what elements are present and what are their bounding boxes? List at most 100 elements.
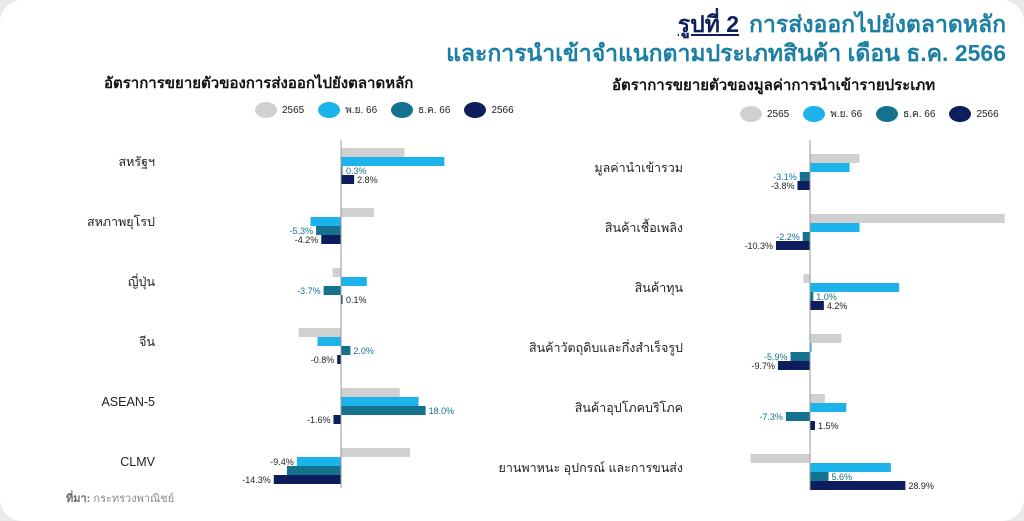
bar [286, 466, 341, 475]
data-label: 0.1% [346, 295, 367, 305]
legend-swatch [464, 102, 487, 118]
bar [810, 394, 825, 403]
data-label: -3.7% [297, 286, 321, 296]
legend-item: พ.ย. 66 [318, 102, 377, 118]
bar [810, 301, 824, 310]
legend-item: ธ.ค. 66 [391, 102, 450, 118]
data-label: -2.2% [776, 232, 800, 242]
bar [750, 454, 810, 463]
bar [777, 361, 810, 370]
bar [323, 286, 341, 295]
bar [799, 172, 810, 181]
bar [321, 235, 341, 244]
bar [310, 217, 341, 226]
legend-swatch [803, 106, 826, 122]
legend-swatch [949, 106, 972, 122]
bar [810, 163, 850, 172]
bar [341, 208, 374, 217]
data-label: 5.6% [831, 472, 852, 482]
bar [797, 181, 810, 190]
data-label: -5.3% [290, 226, 314, 236]
bar [273, 475, 341, 484]
data-label: -14.3% [242, 475, 271, 485]
data-label: 1.0% [816, 292, 837, 302]
category-label: ญี่ปุ่น [128, 273, 156, 290]
figure-title-line-1: การส่งออกไปยังตลาดหลัก [749, 11, 1006, 37]
bar [337, 355, 341, 364]
bar [341, 406, 426, 415]
legend-item: ธ.ค. 66 [876, 106, 935, 122]
data-label: 1.5% [818, 421, 839, 431]
source-label: ที่มา: [66, 493, 91, 505]
legend-item: 2565 [740, 106, 789, 122]
category-label: มูลค่านำเข้ารวม [594, 161, 683, 176]
legend-label: 2566 [491, 104, 514, 116]
bar [790, 352, 810, 361]
bar [810, 154, 860, 163]
bar [341, 397, 419, 406]
bar [810, 343, 812, 352]
legend-swatch [318, 102, 341, 118]
bar [802, 232, 810, 241]
bar [333, 415, 341, 424]
bar [341, 277, 367, 286]
data-label: -3.1% [773, 172, 797, 182]
data-label: 4.2% [827, 301, 848, 311]
legend-label: 2565 [282, 104, 305, 116]
bar [776, 241, 810, 250]
data-label: -0.8% [311, 355, 335, 365]
legend-label: ธ.ค. 66 [903, 108, 936, 120]
category-label: สินค้าเชื้อเพลิง [605, 218, 683, 235]
category-label: ยานพาหนะ อุปกรณ์ และการขนส่ง [499, 461, 683, 476]
legend-item: 2565 [255, 102, 304, 118]
data-label: 2.8% [357, 175, 378, 185]
export-chart-title: อัตราการขยายตัวของการส่งออกไปยังตลาดหลัก [104, 75, 414, 92]
bar [810, 421, 815, 430]
legend-label: ธ.ค. 66 [418, 104, 451, 116]
data-label: 2.0% [353, 346, 374, 356]
legend-label: 2566 [976, 108, 999, 120]
bar [785, 412, 810, 421]
bar [810, 481, 906, 490]
source-text: กระทรวงพาณิชย์ [93, 493, 175, 505]
bar [341, 448, 411, 457]
bar [341, 157, 445, 166]
category-label: ASEAN-5 [102, 395, 156, 409]
legend-item: พ.ย. 66 [803, 106, 862, 122]
category-label: สินค้าวัตถุดิบและกึ่งสำเร็จรูป [529, 339, 683, 356]
data-label: -5.9% [764, 352, 788, 362]
bar [296, 457, 341, 466]
data-label: 0.3% [346, 166, 367, 176]
category-label: สินค้าทุน [635, 281, 684, 296]
import-chart-title: อัตราการขยายตัวของมูลค่าการนำเข้ารายประเ… [612, 77, 936, 94]
category-label: สินค้าอุปโภคบริโภค [575, 400, 683, 416]
data-label: -4.2% [295, 235, 319, 245]
legend-label: พ.ย. 66 [345, 104, 378, 116]
bar [810, 214, 1005, 223]
figure-title-line-2: และการนำเข้าจำแนกตามประเภทสินค้า เดือน ธ… [446, 40, 1006, 66]
data-label: -1.6% [307, 415, 331, 425]
bar [317, 337, 341, 346]
bar [810, 283, 900, 292]
bar [810, 472, 829, 481]
legend-item: 2566 [464, 102, 514, 118]
data-label: -10.3% [744, 241, 773, 251]
bar [803, 274, 810, 283]
data-label: -3.8% [771, 181, 795, 191]
legend-item: 2566 [949, 106, 999, 122]
bar [341, 175, 355, 184]
category-label: สหภาพยุโรป [87, 214, 155, 230]
legend-swatch [255, 102, 277, 118]
data-label: -7.3% [759, 412, 783, 422]
bar [341, 346, 351, 355]
bar [298, 328, 341, 337]
bar [332, 268, 341, 277]
bar [341, 166, 343, 175]
data-label: 18.0% [429, 406, 455, 416]
bar [341, 295, 343, 304]
export-chart-legend: 2565 พ.ย. 66 ธ.ค. 66 2566 [255, 102, 528, 118]
bar [810, 292, 814, 301]
bar [810, 334, 842, 343]
